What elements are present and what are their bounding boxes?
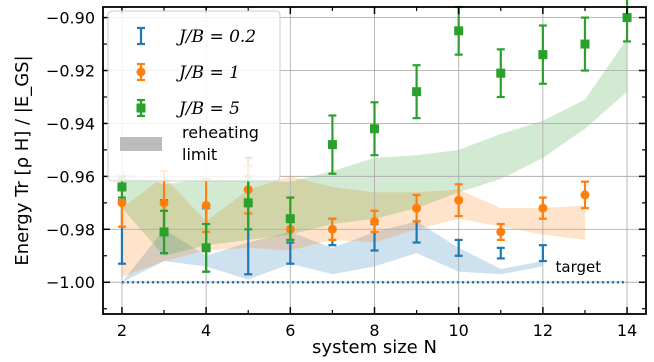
point-2-2	[201, 243, 211, 253]
point-2-6	[370, 124, 379, 134]
y-tick-label-1: −0.98	[46, 220, 95, 239]
point-1-0	[117, 198, 127, 208]
point-2-3	[243, 198, 253, 208]
band-1	[121, 176, 585, 277]
legend-label-0: J/B = 0.2	[176, 27, 256, 47]
series-2	[117, 0, 632, 273]
point-2-5	[327, 140, 337, 150]
legend-marker-2	[136, 103, 146, 113]
x-tick-label-1: 4	[201, 321, 211, 340]
legend-entry-2: J/B = 5	[136, 98, 240, 119]
point-1-9	[496, 227, 506, 237]
point-2-0	[117, 182, 127, 192]
axis-tick-labels: 2 4 6 8 10 12 14 −1.00 −0.98 −0.96 −0.94 −0.92 −0.90	[46, 9, 637, 340]
legend-entry-1: J/B = 1	[136, 62, 240, 83]
y-tick-label-0: −1.00	[46, 273, 95, 292]
x-tick-label-2: 6	[285, 321, 295, 340]
legend-marker-1	[136, 67, 146, 77]
y-tick-label-4: −0.92	[46, 62, 95, 81]
point-2-9	[496, 68, 506, 78]
point-2-10	[538, 50, 548, 60]
axis-ticks	[103, 7, 646, 314]
x-tick-label-4: 10	[449, 321, 469, 340]
legend-entry-0: J/B = 0.2	[137, 26, 256, 47]
legend-band-label-line2: limit	[182, 145, 217, 164]
point-2-8	[454, 26, 464, 36]
point-2-4	[285, 214, 295, 224]
x-axis-label: system size N	[312, 337, 437, 358]
point-1-8	[454, 195, 464, 205]
y-tick-label-3: −0.94	[46, 114, 95, 133]
x-tick-label-5: 12	[533, 321, 553, 340]
legend: J/B = 0.2 J/B = 1 J/B = 5 reheating limit	[107, 10, 281, 182]
legend-band-swatch	[120, 137, 162, 151]
band-0	[121, 221, 543, 283]
point-2-1	[159, 227, 169, 237]
legend-band-label-line1: reheating	[182, 123, 259, 142]
point-1-1	[159, 198, 169, 208]
y-tick-label-5: −0.90	[46, 9, 95, 28]
point-1-6	[370, 216, 379, 226]
data-series	[117, 0, 632, 276]
point-2-7	[412, 87, 422, 97]
x-tick-label-0: 2	[117, 321, 127, 340]
y-tick-label-2: −0.96	[46, 167, 95, 186]
legend-label-1: J/B = 1	[176, 63, 240, 83]
point-1-7	[412, 203, 422, 213]
point-1-10	[538, 203, 548, 213]
target-annotation: target	[556, 258, 602, 276]
point-1-5	[327, 224, 337, 234]
legend-label-2: J/B = 5	[176, 99, 240, 119]
point-1-2	[201, 200, 211, 210]
x-tick-label-3: 8	[369, 321, 379, 340]
x-tick-label-6: 14	[617, 321, 637, 340]
point-2-11	[580, 39, 590, 49]
point-2-12	[622, 13, 632, 23]
point-1-11	[580, 190, 590, 200]
y-axis-label: Energy Tr [ρ H] / |E_GS|	[12, 55, 33, 265]
